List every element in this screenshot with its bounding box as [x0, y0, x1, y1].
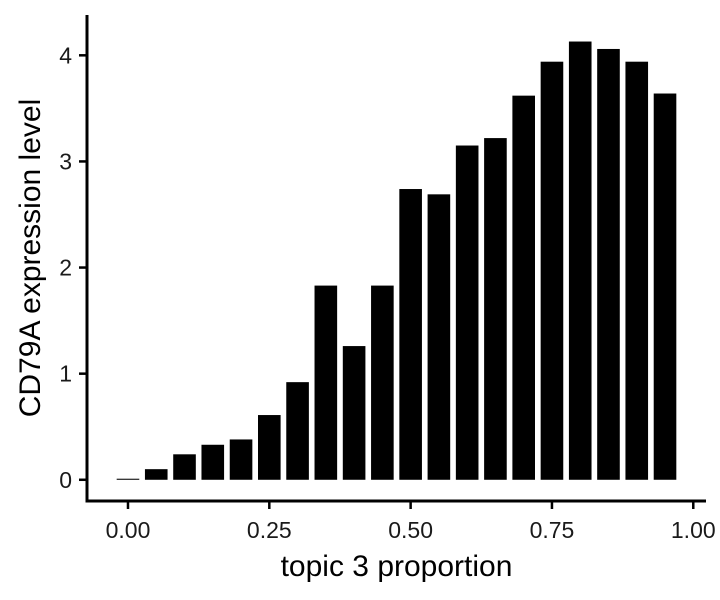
y-axis-ticks: 0 1 2 3 4 — [59, 42, 87, 493]
y-tick-label: 2 — [59, 255, 72, 281]
bar-2 — [173, 454, 196, 480]
x-axis-ticks: 0.00 0.25 0.50 0.75 1.00 — [106, 501, 716, 543]
bar-9 — [371, 285, 394, 480]
x-tick-label: 1.00 — [671, 517, 716, 543]
y-axis-title: CD79A expression level — [14, 99, 47, 418]
bar-18 — [625, 61, 649, 480]
bar-14 — [512, 95, 535, 480]
bar-6 — [286, 382, 309, 480]
bars-group — [116, 41, 677, 480]
bar-17 — [597, 48, 620, 480]
y-tick-label: 1 — [59, 361, 72, 387]
x-tick-label: 0.50 — [388, 517, 433, 543]
bar-7 — [314, 285, 338, 480]
bar-16 — [568, 41, 592, 480]
bar-12 — [455, 145, 479, 480]
bar-19 — [653, 93, 677, 480]
y-tick-label: 4 — [59, 42, 72, 68]
y-tick-label: 3 — [59, 148, 72, 174]
x-tick-label: 0.25 — [247, 517, 292, 543]
bar-3 — [201, 444, 225, 480]
bar-10 — [399, 189, 422, 480]
bar-8 — [342, 346, 366, 480]
y-tick-label: 0 — [59, 467, 72, 493]
bar-1 — [144, 469, 168, 480]
x-tick-label: 0.00 — [106, 517, 151, 543]
bar-5 — [258, 415, 281, 480]
x-axis-title: topic 3 proportion — [281, 550, 513, 583]
bar-11 — [427, 194, 451, 480]
bar-15 — [540, 61, 564, 480]
bar-13 — [484, 138, 507, 480]
x-tick-label: 0.75 — [530, 517, 575, 543]
bar-4 — [229, 439, 253, 480]
bar-0 — [116, 478, 140, 480]
